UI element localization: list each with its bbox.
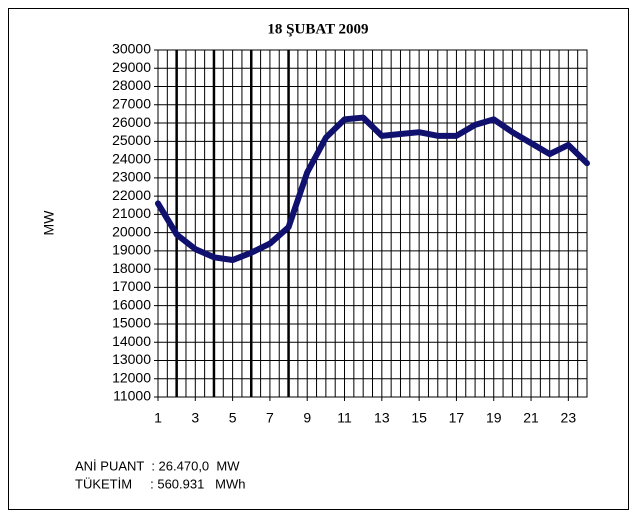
y-axis-label: MW: [41, 210, 57, 236]
x-tick-label: 13: [374, 410, 390, 426]
y-tick-label: 18000: [112, 260, 151, 276]
y-tick-label: 28000: [112, 77, 151, 93]
y-tick-label: 13000: [112, 351, 151, 367]
y-tick-label: 29000: [112, 59, 151, 75]
y-tick-label: 15000: [112, 315, 151, 331]
y-tick-label: 20000: [112, 223, 151, 239]
y-tick-label: 30000: [112, 41, 151, 57]
y-tick-label: 26000: [112, 114, 151, 130]
x-tick-label: 17: [449, 410, 465, 426]
frame: [8, 8, 629, 510]
plot-border: [157, 49, 588, 398]
chart-title: 18 ŞUBAT 2009: [267, 21, 368, 37]
x-tick-label: 1: [154, 410, 162, 426]
x-tick-label: 15: [411, 410, 427, 426]
y-tick-label: 24000: [112, 150, 151, 166]
x-tick-label: 5: [229, 410, 237, 426]
x-tick-label: 7: [266, 410, 274, 426]
y-tick-label: 17000: [112, 278, 151, 294]
y-tick-label: 23000: [112, 169, 151, 185]
x-tick-label: 23: [561, 410, 577, 426]
y-tick-label: 25000: [112, 132, 151, 148]
line: [155, 114, 590, 264]
x-tick-label: 3: [191, 410, 199, 426]
y-tick-label: 21000: [112, 205, 151, 221]
x-tick-label: 19: [486, 410, 502, 426]
note: TÜKETİM : 560.931 MWh: [75, 476, 246, 491]
y-tick-label: 14000: [112, 333, 151, 349]
y-tick-label: 27000: [112, 95, 151, 111]
x-tick-label: 21: [523, 410, 539, 426]
y-tick-label: 19000: [112, 242, 151, 258]
y-tick-label: 12000: [112, 369, 151, 385]
y-tick-label: 11000: [113, 388, 151, 404]
y-tick-label: 16000: [112, 296, 151, 312]
y-tick-label: 22000: [112, 187, 151, 203]
note: ANİ PUANT : 26.470,0 MW: [75, 458, 240, 473]
x-tick-label: 9: [303, 410, 311, 426]
x-tick-label: 11: [337, 410, 352, 426]
